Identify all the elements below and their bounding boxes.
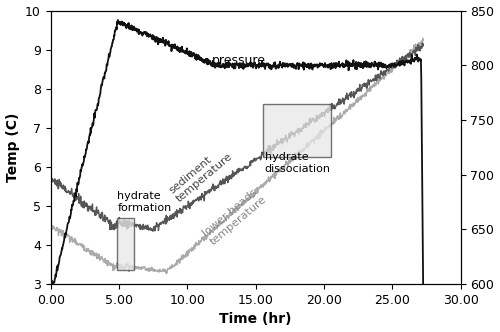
Text: hydrate
dissociation: hydrate dissociation	[264, 152, 330, 174]
Text: pressure: pressure	[212, 54, 266, 67]
Text: sediment
temperature: sediment temperature	[167, 142, 234, 204]
Bar	[262, 104, 331, 157]
X-axis label: Time (hr): Time (hr)	[220, 312, 292, 326]
Text: lower beads
temperature: lower beads temperature	[201, 185, 268, 247]
Y-axis label: Temp (C): Temp (C)	[6, 113, 20, 182]
Text: hydrate
formation: hydrate formation	[118, 192, 172, 213]
Bar	[116, 218, 134, 271]
